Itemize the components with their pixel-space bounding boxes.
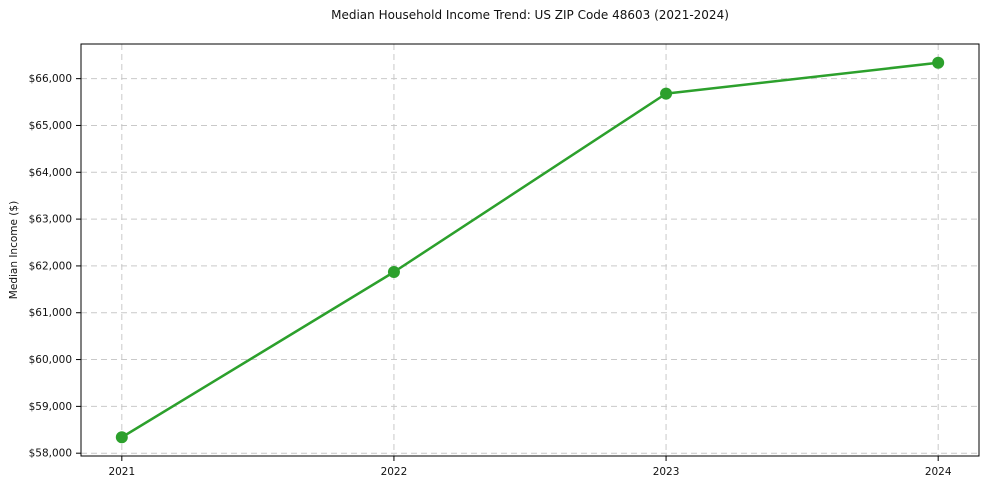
x-tick-label: 2021 [108,466,135,478]
y-tick-label: $63,000 [29,214,72,226]
chart-title: Median Household Income Trend: US ZIP Co… [331,8,729,22]
plot-background [81,44,979,456]
y-tick-label: $64,000 [29,167,72,179]
y-tick-label: $62,000 [29,260,72,272]
data-point [660,87,673,100]
y-tick-label: $65,000 [29,120,72,132]
y-tick-label: $66,000 [29,73,72,85]
y-tick-label: $61,000 [29,307,72,319]
x-tick-label: 2024 [925,466,952,478]
plot-border [80,43,980,457]
y-tick-label: $58,000 [29,448,72,460]
x-tick-label: 2022 [381,466,408,478]
data-point [932,56,945,69]
y-tick-label: $60,000 [29,354,72,366]
data-point [115,431,128,444]
y-tick-label: $59,000 [29,401,72,413]
data-point [387,266,400,279]
trend-line [120,61,940,439]
x-tick-label: 2023 [653,466,680,478]
